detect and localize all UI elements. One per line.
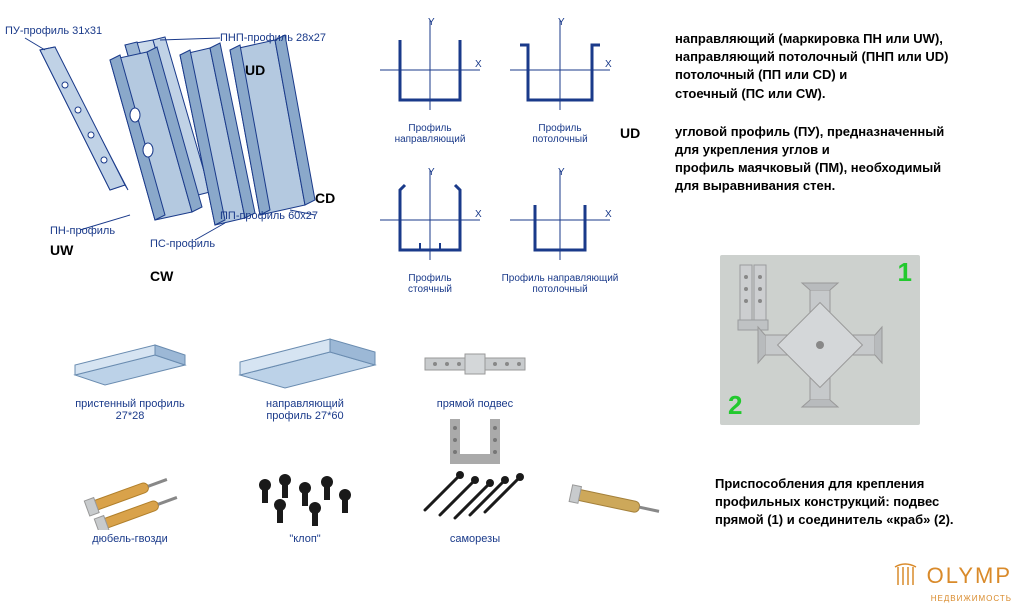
svg-text:X: X	[475, 209, 482, 220]
p2l3: профиль маячковый (ПМ), необходимый	[675, 159, 1005, 177]
label-pp: ПП-профиль 60х27	[220, 210, 318, 222]
parts-row: пристенный профиль 27*28 направляющий пр…	[60, 330, 700, 590]
part5-label: "клоп"	[235, 533, 375, 545]
label-ud2: UD	[620, 125, 640, 141]
label-ps: ПС-профиль	[150, 238, 215, 250]
svg-text:X: X	[475, 59, 482, 70]
crab-svg	[720, 255, 920, 425]
part-klop-svg	[235, 460, 375, 530]
svg-text:Y: Y	[428, 167, 435, 178]
num-1: 1	[898, 257, 912, 288]
description-text: направляющий (маркировка ПН или UW), нап…	[675, 30, 1005, 196]
part6-label: саморезы	[405, 533, 545, 545]
part3-label: прямой подвес	[415, 398, 535, 410]
part1-label: пристенный профиль 27*28	[60, 398, 200, 422]
p1l4: стоечный (ПС или CW).	[675, 85, 1005, 103]
part4-label: дюбель-гвозди	[60, 533, 200, 545]
cross-sections: Y X Профиль направляющий Y X Профиль пот…	[370, 15, 630, 305]
logo-sub: НЕДВИЖИМОСТЬ	[892, 594, 1012, 603]
svg-text:Y: Y	[428, 17, 435, 28]
label-pu: ПУ-профиль 31х31	[5, 25, 102, 37]
label-ud: UD	[245, 62, 265, 78]
cross-br-svg: Y X	[500, 165, 620, 275]
p2l4: для выравнивания стен.	[675, 177, 1005, 195]
cap3: прямой (1) и соединитель «краб» (2).	[715, 511, 1005, 529]
svg-text:X: X	[605, 209, 612, 220]
part-dowel-svg	[60, 460, 200, 530]
label-uw: UW	[50, 242, 73, 258]
cross-tl-label: Профиль направляющий	[370, 123, 490, 145]
logo-icon	[892, 563, 918, 594]
cross-bl-svg: Y X	[370, 165, 490, 275]
p1l2: направляющий потолочный (ПНП или UD)	[675, 48, 1005, 66]
part-screws-svg	[405, 460, 545, 530]
part-profile1-svg	[60, 330, 200, 395]
crab-image: 1 2	[720, 255, 920, 425]
label-cw: CW	[150, 268, 173, 284]
isometric-profiles: ПУ-профиль 31х31 ПНП-профиль 28х27 UD ПН…	[20, 20, 340, 270]
cross-br-label: Профиль направляющий потолочный	[500, 273, 620, 295]
part-dowel2-svg	[560, 480, 670, 525]
cap2: профильных конструкций: подвес	[715, 493, 1005, 511]
part2-label: направляющий профиль 27*60	[225, 398, 385, 422]
cross-tr-label: Профиль потолочный	[500, 123, 620, 145]
logo: OLYMP НЕДВИЖИМОСТЬ	[892, 563, 1012, 603]
caption-text: Приспособления для крепления профильных …	[715, 475, 1005, 530]
label-cd: CD	[315, 190, 335, 206]
p2l2: для укрепления углов и	[675, 141, 1005, 159]
svg-text:Y: Y	[558, 167, 565, 178]
label-pn: ПН-профиль	[50, 225, 115, 237]
num-2: 2	[728, 390, 742, 421]
part-hanger-svg	[415, 330, 535, 395]
logo-text: OLYMP	[927, 563, 1012, 588]
p2l1: угловой профиль (ПУ), предназначенный	[675, 123, 1005, 141]
cross-bl-label: Профиль стоячный	[370, 273, 490, 295]
svg-text:X: X	[605, 59, 612, 70]
svg-text:Y: Y	[558, 17, 565, 28]
part-profile2-svg	[225, 330, 385, 395]
cross-tr-svg: Y X	[500, 15, 620, 125]
p1l3: потолочный (ПП или CD) и	[675, 66, 1005, 84]
p1l1: направляющий (маркировка ПН или UW),	[675, 30, 1005, 48]
label-pnp: ПНП-профиль 28х27	[220, 32, 326, 44]
cross-tl-svg: Y X	[370, 15, 490, 125]
cap1: Приспособления для крепления	[715, 475, 1005, 493]
